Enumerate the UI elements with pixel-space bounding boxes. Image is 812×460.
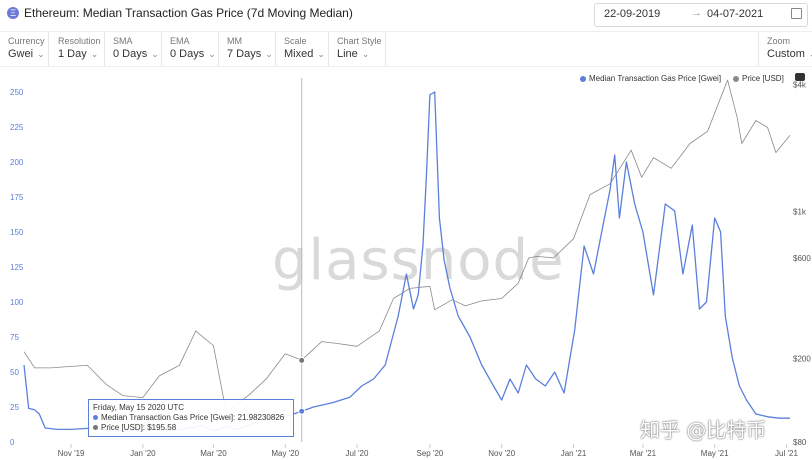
y-left-tick-label: 50 — [10, 368, 19, 377]
legend-item-gas[interactable]: Median Transaction Gas Price [Gwei] — [580, 74, 721, 83]
sma-select[interactable]: SMA 0 Days ⌄ — [105, 32, 162, 66]
y-left-tick-label: 225 — [10, 123, 24, 132]
legend-swatch-price — [733, 75, 739, 82]
chevron-down-icon: ⌄ — [208, 49, 216, 59]
chevron-down-icon: ⌄ — [37, 49, 45, 59]
y-left-tick-label: 175 — [10, 193, 24, 202]
tooltip-date: Friday, May 15 2020 UTC — [93, 403, 184, 412]
x-tick-label: Nov '20 — [488, 449, 515, 458]
y-left-tick-label: 200 — [10, 158, 24, 167]
y-right-tick-label: $600 — [793, 254, 811, 263]
y-left-tick-label: 25 — [10, 403, 19, 412]
sma-value: 0 Days — [113, 48, 148, 60]
date-to-input[interactable]: 04-07-2021 — [707, 8, 764, 20]
price-series-line — [23, 79, 791, 414]
zoom-select[interactable]: Zoom Custom ⌄ — [758, 32, 812, 66]
tooltip-price-swatch — [93, 425, 98, 430]
arrow-right-icon: → — [691, 7, 702, 19]
chart-style-select[interactable]: Chart Style Line ⌄ — [329, 32, 386, 66]
currency-select[interactable]: Currency Gwei ⌄ — [0, 32, 49, 66]
y-left-tick-label: 250 — [10, 88, 24, 97]
gas-series-line — [23, 91, 790, 432]
zoom-value: Custom — [767, 48, 805, 60]
resolution-select[interactable]: Resolution 1 Day ⌄ — [50, 32, 105, 66]
legend-swatch-gas — [580, 75, 586, 82]
y-left-tick-label: 100 — [10, 298, 24, 307]
x-tick-label: Jul '20 — [346, 449, 369, 458]
y-left-tick-label: 75 — [10, 333, 19, 342]
calendar-icon[interactable] — [791, 8, 802, 19]
tooltip-gas-row: Median Transaction Gas Price [Gwei]: 21.… — [93, 413, 284, 422]
y-right-tick-label: $200 — [793, 354, 811, 363]
legend-item-price[interactable]: Price [USD] — [733, 74, 784, 83]
title-bar: Ξ Ethereum: Median Transaction Gas Price… — [0, 0, 812, 28]
mm-label: MM — [227, 36, 242, 46]
x-tick-label: Sep '20 — [416, 449, 443, 458]
tooltip-price-value: Price [USD]: $195.58 — [101, 423, 177, 432]
ema-label: EMA — [170, 36, 190, 46]
ema-select[interactable]: EMA 0 Days ⌄ — [162, 32, 219, 66]
date-range-picker[interactable]: 22-09-2019 → 04-07-2021 — [594, 3, 808, 27]
legend-label-gas: Median Transaction Gas Price [Gwei] — [589, 74, 722, 83]
chevron-down-icon: ⌄ — [151, 49, 159, 59]
scale-select[interactable]: Scale Mixed ⌄ — [276, 32, 329, 66]
currency-value: Gwei — [8, 48, 34, 60]
legend-label-price: Price [USD] — [742, 74, 784, 83]
scale-label: Scale — [284, 36, 307, 46]
chevron-down-icon: ⌄ — [809, 49, 812, 59]
x-tick-label: Nov '19 — [58, 449, 85, 458]
y-right-tick-label: $4k — [793, 81, 807, 90]
tooltip-gas-value: Median Transaction Gas Price [Gwei]: 21.… — [101, 413, 285, 422]
mm-value: 7 Days — [227, 48, 262, 60]
mm-select[interactable]: MM 7 Days ⌄ — [219, 32, 276, 66]
chevron-down-icon: ⌄ — [317, 49, 325, 59]
x-tick-label: May '20 — [271, 449, 299, 458]
chevron-down-icon: ⌄ — [90, 49, 99, 59]
date-from-input[interactable]: 22-09-2019 — [604, 8, 661, 20]
y-left-tick-label: 0 — [10, 438, 15, 447]
chart-style-value: Line — [337, 48, 358, 60]
zoom-label: Zoom — [767, 36, 791, 46]
chevron-down-icon: ⌄ — [265, 49, 273, 59]
tooltip-price-row: Price [USD]: $195.58 — [93, 423, 176, 432]
x-tick-label: Mar '21 — [630, 449, 657, 458]
zhihu-watermark: 知乎 @比特币 — [640, 418, 767, 442]
sma-label: SMA — [113, 36, 133, 46]
y-left-tick-label: 150 — [10, 228, 24, 237]
chart-controls: Currency Gwei ⌄ Resolution 1 Day ⌄ SMA 0 D… — [0, 31, 812, 67]
camera-icon[interactable] — [795, 73, 805, 81]
x-tick-label: Jan '21 — [561, 449, 587, 458]
y-left-tick-label: 125 — [10, 263, 24, 272]
currency-label: Currency — [8, 36, 45, 46]
x-tick-label: Mar '20 — [200, 449, 227, 458]
glassnode-watermark: glassnode — [272, 228, 565, 293]
y-right-tick-label: $80 — [793, 438, 807, 447]
ema-value: 0 Days — [170, 48, 205, 60]
chevron-down-icon: ⌄ — [361, 49, 370, 59]
hover-tooltip: Friday, May 15 2020 UTC Median Transacti… — [88, 399, 294, 437]
resolution-label: Resolution — [58, 36, 101, 46]
gas-hover-marker — [298, 407, 306, 415]
price-hover-marker — [298, 356, 306, 364]
chart-style-label: Chart Style — [337, 36, 382, 46]
x-tick-label: Jan '20 — [130, 449, 156, 458]
tooltip-gas-swatch — [93, 415, 98, 420]
x-tick-label: May '21 — [701, 449, 729, 458]
ethereum-icon: Ξ — [7, 7, 19, 19]
chart-title: Ethereum: Median Transaction Gas Price (… — [24, 6, 353, 20]
scale-value: Mixed — [284, 48, 314, 60]
y-right-tick-label: $1k — [793, 207, 807, 216]
x-tick-label: Jul '21 — [775, 449, 798, 458]
resolution-value: 1 Day — [58, 48, 87, 60]
